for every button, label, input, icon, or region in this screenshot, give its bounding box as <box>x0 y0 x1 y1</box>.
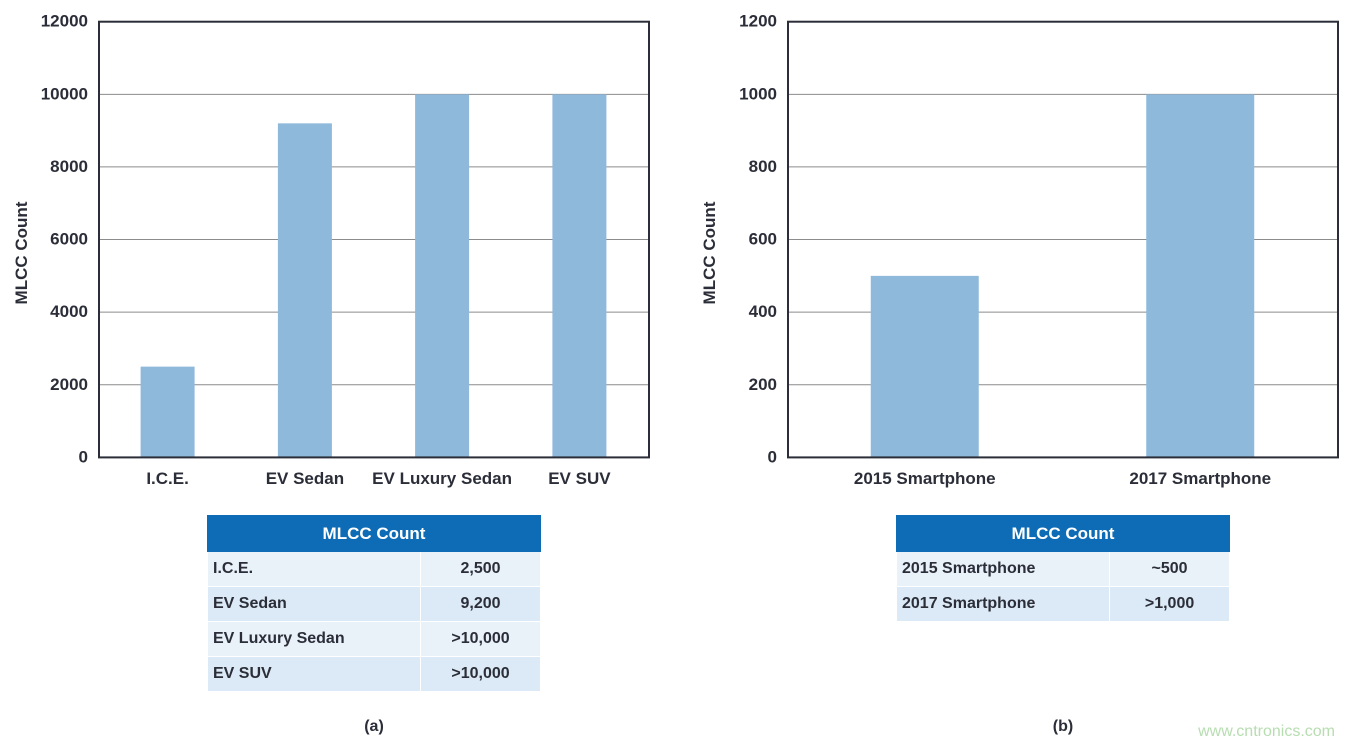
svg-text:12000: 12000 <box>41 12 88 31</box>
svg-text:10000: 10000 <box>41 84 88 103</box>
svg-text:400: 400 <box>749 302 777 321</box>
svg-text:I.C.E.: I.C.E. <box>146 469 189 488</box>
svg-text:2000: 2000 <box>50 375 88 394</box>
svg-text:800: 800 <box>749 157 777 176</box>
svg-text:1200: 1200 <box>739 12 777 31</box>
svg-text:1000: 1000 <box>739 84 777 103</box>
svg-text:MLCC Count: MLCC Count <box>700 201 719 304</box>
svg-text:0: 0 <box>768 447 777 466</box>
svg-text:0: 0 <box>79 447 88 466</box>
svg-text:6000: 6000 <box>50 230 88 249</box>
svg-text:4000: 4000 <box>50 302 88 321</box>
svg-text:8000: 8000 <box>50 157 88 176</box>
svg-text:600: 600 <box>749 230 777 249</box>
svg-text:MLCC Count: MLCC Count <box>12 201 31 304</box>
svg-text:200: 200 <box>749 375 777 394</box>
svg-text:EV Luxury Sedan: EV Luxury Sedan <box>372 469 512 488</box>
svg-text:2015 Smartphone: 2015 Smartphone <box>854 469 996 488</box>
svg-text:EV SUV: EV SUV <box>548 469 611 488</box>
svg-text:EV Sedan: EV Sedan <box>266 469 344 488</box>
svg-text:2017 Smartphone: 2017 Smartphone <box>1129 469 1271 488</box>
